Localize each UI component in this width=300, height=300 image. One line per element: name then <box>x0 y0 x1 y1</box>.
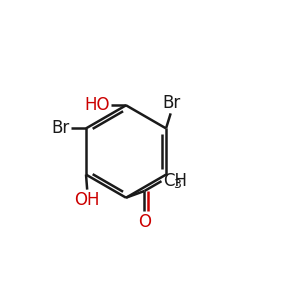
Text: CH: CH <box>163 172 187 190</box>
Text: 3: 3 <box>173 178 181 191</box>
Text: HO: HO <box>84 96 110 114</box>
Text: Br: Br <box>163 94 181 112</box>
Text: O: O <box>138 213 151 231</box>
Text: Br: Br <box>52 119 70 137</box>
Text: OH: OH <box>74 191 100 209</box>
